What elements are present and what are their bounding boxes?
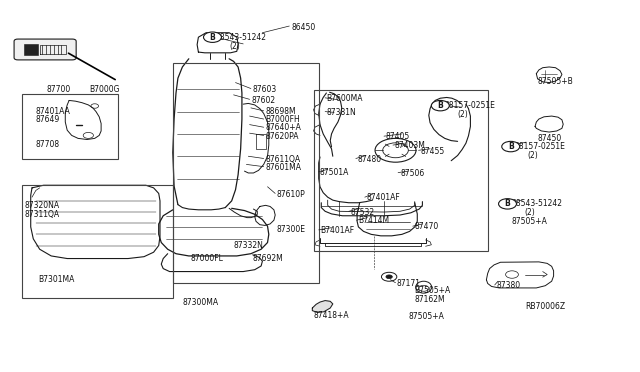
Text: 88698M: 88698M [266,107,296,116]
Bar [22,185,173,298]
Text: (2): (2) [525,208,536,217]
Text: 87620PA: 87620PA [266,132,299,141]
Text: 08543-51242: 08543-51242 [512,199,563,208]
Text: B: B [210,33,215,42]
Text: 87480: 87480 [357,155,381,164]
Text: 87640+A: 87640+A [266,124,301,132]
Text: 87311QA: 87311QA [24,210,60,219]
Text: RB70006Z: RB70006Z [525,302,565,311]
Text: B7600MA: B7600MA [326,94,363,103]
Text: 87470: 87470 [415,222,439,231]
Text: 87403M: 87403M [395,141,426,150]
Text: 87603: 87603 [253,85,277,94]
Text: 87450: 87450 [538,134,562,143]
Text: 87455: 87455 [420,147,445,155]
Circle shape [204,32,221,42]
Text: 87300E: 87300E [276,225,305,234]
Text: 87506: 87506 [401,169,425,178]
FancyBboxPatch shape [14,39,76,60]
Text: 87505+A: 87505+A [408,312,444,321]
Text: B7000G: B7000G [90,85,120,94]
Text: 87532: 87532 [351,208,375,217]
Text: B: B [505,199,510,208]
Text: B7000FH: B7000FH [266,115,300,124]
Text: 87505+B: 87505+B [538,77,573,86]
Text: B: B [438,101,443,110]
Text: 87381N: 87381N [326,108,356,117]
Text: 08157-0251E: 08157-0251E [444,101,495,110]
Text: B7414M: B7414M [358,217,390,225]
Text: (2): (2) [229,42,240,51]
Text: 87649: 87649 [35,115,60,124]
Text: B7301MA: B7301MA [38,275,75,284]
Text: 87000FL: 87000FL [191,254,223,263]
Text: 87401AA: 87401AA [35,107,70,116]
Text: 87380: 87380 [497,281,521,290]
Text: B7505+A: B7505+A [414,286,451,295]
Text: 08543-51242: 08543-51242 [215,33,266,42]
Text: 87405: 87405 [386,132,410,141]
Text: 87611QA: 87611QA [266,155,301,164]
Text: (2): (2) [527,151,538,160]
Bar [173,63,319,283]
Text: 87610P: 87610P [276,190,305,199]
Text: 08157-0251E: 08157-0251E [515,142,565,151]
Text: 87401AF: 87401AF [366,193,400,202]
Polygon shape [312,301,333,312]
Text: 87505+A: 87505+A [512,217,548,226]
Text: 87601MA: 87601MA [266,163,301,172]
Bar [24,44,38,55]
Text: 87332N: 87332N [234,241,264,250]
Circle shape [386,275,392,279]
Text: 87501A: 87501A [320,168,349,177]
Text: B: B [508,142,513,151]
Text: 87171: 87171 [397,279,421,288]
Text: 87692M: 87692M [253,254,284,263]
Bar [22,94,118,159]
Circle shape [499,199,516,209]
Text: 87320NA: 87320NA [24,201,60,210]
Text: B7401AF: B7401AF [320,226,354,235]
Text: 86450: 86450 [291,23,316,32]
Bar [314,90,488,251]
Text: 87602: 87602 [252,96,276,105]
Text: 87300MA: 87300MA [182,298,218,307]
Text: 87418+A: 87418+A [314,311,349,320]
Circle shape [502,141,520,152]
Text: (2): (2) [457,110,468,119]
Circle shape [431,100,449,111]
Text: 87162M: 87162M [414,295,445,304]
Text: 87700: 87700 [46,85,70,94]
Text: 87708: 87708 [35,140,60,149]
